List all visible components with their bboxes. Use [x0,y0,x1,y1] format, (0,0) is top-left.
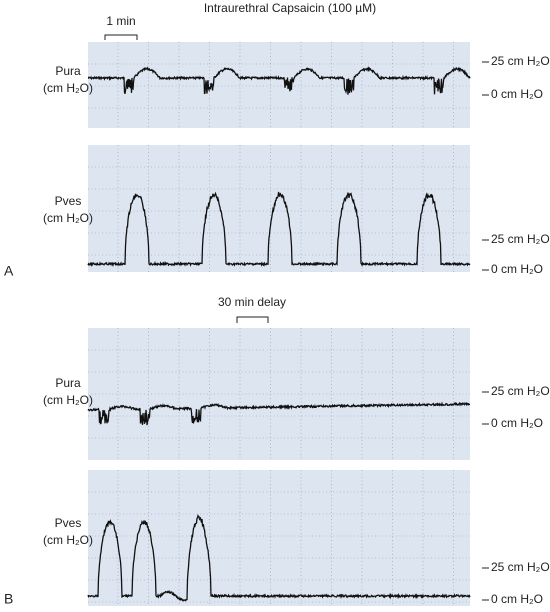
tick-label: 0 cm H₂O [491,416,543,430]
trace-name: Pura [55,64,81,78]
recording-paper [88,328,470,460]
tick-label: 25 cm H₂O [491,54,550,68]
trace-name: Pves [55,194,82,208]
scale-bar-label: 30 min delay [218,295,286,309]
trace-unit: (cm H₂O) [43,81,93,95]
tick-label: 0 cm H₂O [491,592,543,606]
figure-title: Intraurethral Capsaicin (100 µM) [204,1,376,15]
recording-paper [88,145,470,272]
pressure-trace [87,191,471,268]
scale-bar-label: 1 min [106,14,135,28]
tick-label: 25 cm H₂O [491,232,550,246]
tick-label: 0 cm H₂O [491,87,543,101]
pressure-trace [87,513,471,602]
trace-unit: (cm H₂O) [43,393,93,407]
tick-label: 0 cm H₂O [491,262,543,276]
trace-unit: (cm H₂O) [43,533,93,547]
panel-label: B [4,591,13,607]
recording-paper [88,470,470,606]
panel-label: A [4,263,14,279]
trace-name: Pves [55,516,82,530]
scale-bar [236,316,269,323]
scale-bar [104,34,138,40]
trace-unit: (cm H₂O) [43,211,93,225]
plots: Pura (cm H₂O) 25 cm H₂O 0 cm H₂O Pves (cm H₂O… [43,42,550,606]
pressure-trace [87,401,470,426]
trace-name: Pura [55,376,81,390]
tick-label: 25 cm H₂O [491,384,550,398]
pressure-trace [87,66,471,95]
recording-paper [88,42,470,128]
tick-label: 25 cm H₂O [491,560,550,574]
